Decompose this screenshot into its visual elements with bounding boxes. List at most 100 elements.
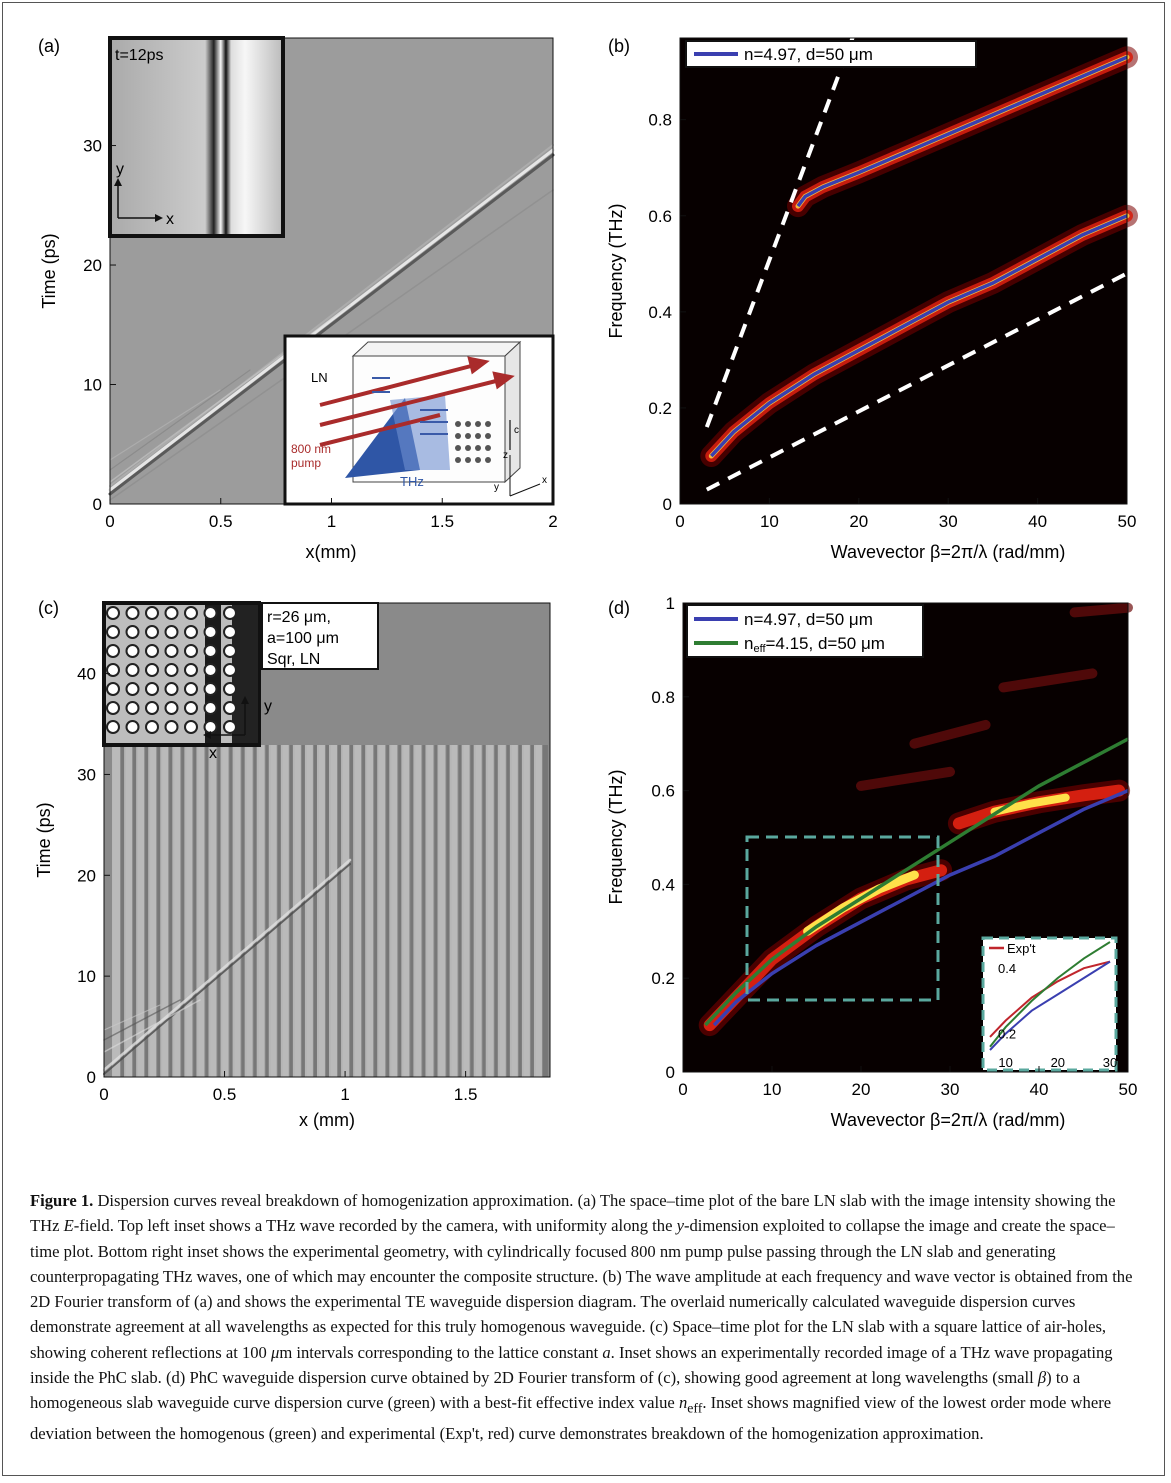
panel-d-ylabel: Frequency (THz) — [606, 769, 626, 904]
phc-hole — [223, 606, 237, 620]
x-tick-label: 10 — [763, 1080, 782, 1099]
lattice-shadow — [277, 745, 283, 1077]
lattice-shadow — [470, 745, 476, 1077]
y-tick-label: 0.4 — [651, 875, 675, 894]
y-tick-label: 10 — [77, 967, 96, 986]
x-tick-label: 50 — [1118, 512, 1137, 531]
lattice-stripe — [437, 745, 446, 1077]
dispersion-curve — [710, 214, 1128, 458]
panel-b-xlabel: Wavevector β=2π/λ (rad/mm) — [831, 542, 1066, 562]
phc-hole — [145, 606, 159, 620]
lattice-shadow — [133, 745, 139, 1077]
panel-c-streaks — [102, 858, 352, 1075]
lattice-stripe — [304, 745, 313, 1077]
phc-hole — [125, 625, 140, 639]
inset-axis-y: y — [116, 161, 124, 178]
phc-hole — [223, 701, 237, 715]
lattice-shadow — [325, 745, 331, 1077]
y-tick-label: 0 — [87, 1068, 96, 1087]
y-tick-label: 10 — [83, 376, 102, 395]
lattice-stripe — [220, 745, 229, 1077]
phc-hole — [164, 663, 179, 677]
panel-a-label: (a) — [38, 36, 60, 56]
lattice-shadow — [205, 745, 211, 1077]
panel-c: (c) y x r=26 μm, a=100 μm Sqr, LN 0 0.5 1 1… — [34, 598, 551, 1130]
lattice-stripe — [172, 745, 181, 1077]
lattice-stripe — [268, 745, 277, 1077]
lattice-stripe — [521, 745, 530, 1077]
x-tick-label: 40 — [1028, 512, 1047, 531]
y-tick-label: 0 — [93, 495, 102, 514]
phc-hole — [106, 625, 120, 639]
lattice-shadow — [338, 745, 344, 1077]
phc-inset-axis-y: y — [264, 698, 272, 715]
panel-c-param-1: r=26 μm, — [267, 609, 331, 626]
x-tick-label: 0.5 — [209, 512, 233, 531]
faint-mode — [909, 719, 991, 749]
figure-canvas: (a) t=12ps y x — [34, 36, 1138, 1130]
lattice-stripe — [160, 745, 169, 1077]
x-tick-label: 0 — [678, 1080, 687, 1099]
lattice-stripe — [533, 745, 542, 1077]
x-tick-label: 0 — [105, 512, 114, 531]
lattice-stripe — [136, 745, 145, 1077]
inset-legend-exp: Exp't — [1007, 941, 1036, 956]
panel-d-zoom-inset: 10 20 30 0.2 0.4 Exp't — [981, 936, 1118, 1072]
phc-hole — [125, 682, 140, 696]
phc-hole — [145, 720, 159, 734]
y-tick-label: 40 — [77, 665, 96, 684]
inset-axis-x: x — [166, 211, 174, 228]
phc-hole — [203, 606, 218, 620]
phc-inset-axis-x: x — [209, 745, 217, 762]
phc-hole — [164, 644, 179, 658]
panel-b-legend-text: n=4.97, d=50 μm — [744, 45, 873, 64]
y-tick-label: 0 — [666, 1063, 675, 1082]
phc-hole — [106, 663, 120, 677]
lattice-shadow — [229, 745, 235, 1077]
phc-hole — [145, 682, 159, 696]
y-tick-label: 1 — [666, 594, 675, 613]
lattice-stripe — [329, 745, 338, 1077]
x-tick-label: 1.5 — [430, 512, 454, 531]
phc-hole — [145, 701, 159, 715]
lattice-stripe — [196, 745, 205, 1077]
lattice-shadow — [181, 745, 187, 1077]
panel-c-phc-inset: y x — [102, 601, 272, 762]
inset-x-tick-label: 30 — [1103, 1055, 1117, 1070]
panel-d-xlabel: Wavevector β=2π/λ (rad/mm) — [831, 1110, 1066, 1130]
lattice-shadow — [193, 745, 199, 1077]
geometry-ln: LN — [311, 370, 328, 385]
lattice-shadow — [410, 745, 416, 1077]
x-tick-label: 1.5 — [454, 1085, 478, 1104]
lattice-stripe — [449, 745, 458, 1077]
lattice-stripe — [365, 745, 374, 1077]
x-tick-label: 2 — [548, 512, 557, 531]
phc-hole — [223, 663, 237, 677]
lattice-shadow — [506, 745, 512, 1077]
phc-hole — [106, 606, 120, 620]
lattice-shadow — [542, 745, 548, 1077]
lattice-stripe — [473, 745, 482, 1077]
dispersion-curve — [796, 55, 1128, 208]
y-tick-label: 0.4 — [648, 303, 672, 322]
panel-c-ticks: 0 0.5 1 1.5 0 10 20 30 40 — [77, 665, 477, 1104]
lattice-stripe — [112, 745, 121, 1077]
lattice-stripe — [509, 745, 518, 1077]
lattice-stripe — [401, 745, 410, 1077]
panel-a-camera-inset: t=12ps y x — [108, 36, 285, 238]
lattice-stripe — [184, 745, 193, 1077]
lattice-stripe — [413, 745, 422, 1077]
phc-hole — [106, 644, 120, 658]
inset-x-tick-label: 10 — [998, 1055, 1012, 1070]
light-line — [705, 271, 1128, 492]
phc-hole — [164, 682, 179, 696]
x-tick-label: 0.5 — [213, 1085, 237, 1104]
phc-hole — [184, 644, 198, 658]
geometry-pump-2: pump — [291, 456, 321, 470]
panel-d-curves — [704, 737, 1129, 1027]
panel-a: (a) t=12ps y x — [38, 36, 558, 562]
phc-hole — [106, 720, 120, 734]
phc-hole — [164, 720, 179, 734]
panel-c-param-3: Sqr, LN — [267, 651, 320, 668]
